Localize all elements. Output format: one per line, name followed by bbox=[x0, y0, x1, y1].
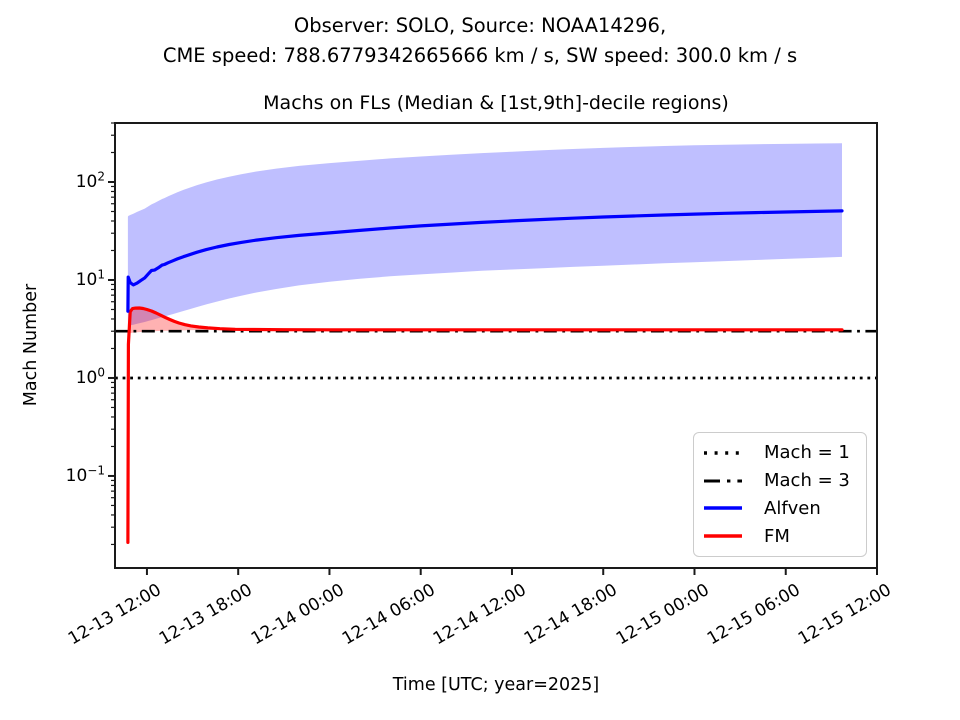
axes-title: Machs on FLs (Median & [1st,9th]-decile … bbox=[263, 92, 729, 114]
legend-line-sample-alfven-icon bbox=[704, 506, 742, 511]
plot-spines bbox=[114, 122, 878, 569]
legend-label: Mach = 1 bbox=[764, 442, 850, 464]
x-axis-label: Time [UTC; year=2025] bbox=[392, 675, 600, 695]
legend: Mach = 1 Mach = 3 Alfven FM bbox=[693, 432, 867, 557]
alfven-median-line bbox=[126, 209, 844, 313]
x-tick-label: 12-14 18:00 bbox=[521, 580, 622, 650]
legend-entry-mach-1: Mach = 1 bbox=[694, 439, 866, 467]
fm-median-line bbox=[126, 306, 844, 544]
y-tick-label: 102 bbox=[75, 169, 105, 192]
legend-label: Alfven bbox=[764, 497, 821, 519]
y-tick-label: 101 bbox=[75, 267, 105, 290]
legend-entry-mach-3: Mach = 3 bbox=[694, 467, 866, 495]
alfven-decile-band bbox=[127, 143, 842, 327]
y-tick-label: 100 bbox=[75, 365, 105, 388]
x-tick-label: 12-15 06:00 bbox=[703, 580, 804, 650]
y-tick-label: 10−1 bbox=[65, 463, 105, 486]
x-tick-label: 12-14 06:00 bbox=[338, 580, 439, 650]
x-tick-label: 12-13 18:00 bbox=[156, 580, 257, 650]
legend-entry-alfven: Alfven bbox=[694, 495, 866, 523]
figure-suptitle: Observer: SOLO, Source: NOAA14296, CME s… bbox=[0, 11, 960, 71]
legend-label: FM bbox=[764, 525, 790, 547]
x-tick-label: 12-14 12:00 bbox=[430, 580, 530, 650]
legend-line-sample-fm-icon bbox=[704, 534, 742, 538]
legend-line-sample-dotted-icon bbox=[704, 451, 742, 455]
x-tick-label: 12-13 12:00 bbox=[65, 580, 165, 650]
legend-line-sample-dashdot-icon bbox=[704, 479, 742, 483]
suptitle-line-1: Observer: SOLO, Source: NOAA14296, bbox=[293, 14, 667, 37]
x-tick-label: 12-15 12:00 bbox=[795, 580, 895, 650]
legend-entry-fm: FM bbox=[694, 522, 866, 550]
x-tick-label: 12-15 00:00 bbox=[612, 580, 713, 650]
legend-label: Mach = 3 bbox=[764, 470, 850, 492]
x-tick-label: 12-14 00:00 bbox=[247, 580, 348, 650]
suptitle-line-2: CME speed: 788.6779342665666 km / s, SW … bbox=[162, 44, 798, 67]
plot-area bbox=[108, 122, 878, 575]
